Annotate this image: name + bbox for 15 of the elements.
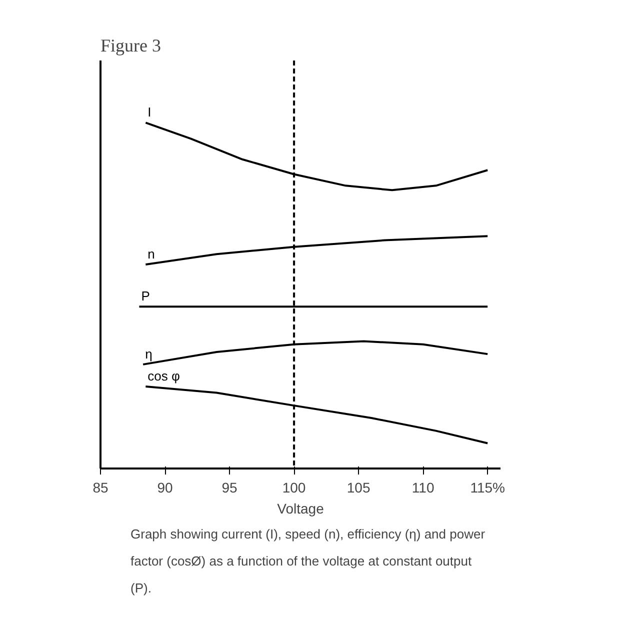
x-tick-label: 95 <box>222 480 238 496</box>
text: Graph showing current (I), speed (n), efficiency (η) and power factor (cosØ) as a function of the voltage at constant output (P). <box>130 526 486 596</box>
x-tick-label: 110 <box>412 480 434 496</box>
x-tick-label: 90 <box>157 480 174 496</box>
x-axis-title: Voltage <box>277 500 324 516</box>
x-tick-label: 100 <box>282 480 306 496</box>
chart-title: Figure 3 <box>100 36 161 56</box>
series-label: n <box>148 246 155 262</box>
x-tick-label: 115% <box>470 480 505 496</box>
series-label: I <box>148 104 152 120</box>
x-tick-label: 85 <box>92 480 108 496</box>
series-label: cos φ <box>148 368 180 384</box>
series-label: η <box>145 346 152 362</box>
series-label: P <box>141 288 150 304</box>
x-tick-label: 105 <box>346 480 370 496</box>
